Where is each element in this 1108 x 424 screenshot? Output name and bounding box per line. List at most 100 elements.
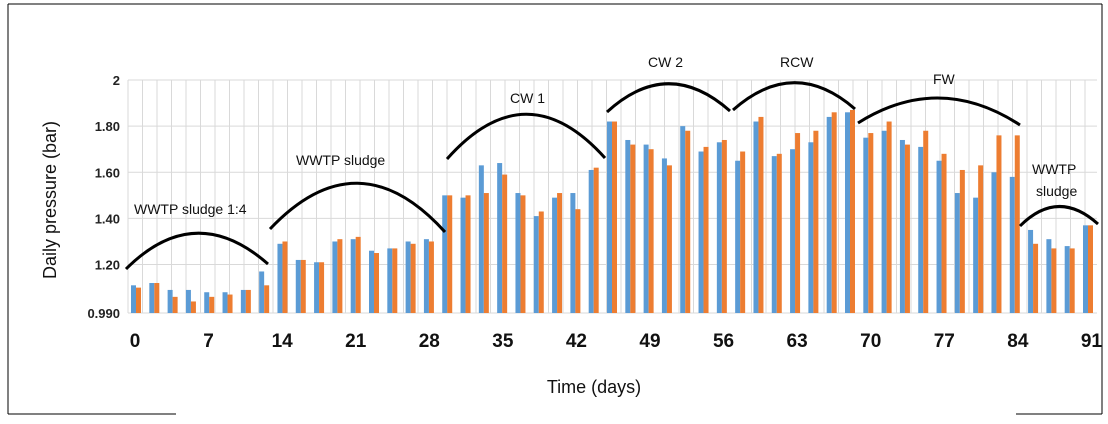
bar-series-2 <box>850 109 855 313</box>
x-axis-label: Time (days) <box>547 377 641 397</box>
x-axis-ticks: 0 7 14 21 28 35 42 49 56 63 70 77 84 91 <box>130 331 1103 352</box>
bar-series-1 <box>332 241 338 313</box>
bar-series-2 <box>721 139 727 313</box>
bar-series-2 <box>648 149 654 313</box>
bar-series-1 <box>973 197 979 313</box>
bar-series-2 <box>795 133 801 313</box>
bar-series-2 <box>465 195 471 313</box>
bar-series-2 <box>227 294 233 313</box>
phase-label-rcw: RCW <box>780 54 814 70</box>
bar-series-1 <box>552 197 558 313</box>
bar-series-1 <box>515 193 521 313</box>
bar-series-2 <box>1088 225 1093 313</box>
bar-series-1 <box>1064 246 1070 313</box>
y-tick-label: 2 <box>113 73 120 88</box>
bar-series-2 <box>264 285 270 313</box>
bar-series-1 <box>405 241 411 313</box>
bar-series-1 <box>863 137 869 313</box>
bar-series-2 <box>1014 135 1020 313</box>
x-tick-label: 28 <box>419 331 440 352</box>
bar-series-1 <box>588 169 594 313</box>
bar-series-2 <box>868 133 874 313</box>
arc-cw2 <box>605 82 731 114</box>
arc-fw <box>857 96 1021 127</box>
bar-series-1 <box>185 289 191 313</box>
bar-series-1 <box>680 126 686 313</box>
arc-wwtp-sludge-end <box>1018 205 1100 228</box>
bar-series-1 <box>625 139 631 313</box>
bar-series-2 <box>666 165 672 313</box>
bar-series-2 <box>575 209 581 313</box>
bar-series-2 <box>1033 243 1039 313</box>
bar-series-1 <box>222 292 228 313</box>
bar-series-2 <box>886 121 892 313</box>
bar-series-1 <box>845 112 850 313</box>
bars <box>131 109 1093 313</box>
bar-series-2 <box>685 130 691 313</box>
arc-wwtp-sludge <box>268 181 447 234</box>
bar-series-2 <box>154 283 160 313</box>
bar-series-2 <box>593 167 599 313</box>
bar-series-1 <box>204 292 210 313</box>
y-tick-label: 1.60 <box>95 165 120 180</box>
x-tick-label: 84 <box>1007 331 1029 352</box>
bar-series-2 <box>831 112 837 313</box>
phase-label-wwtp-sludge-1-4: WWTP sludge 1:4 <box>134 201 247 217</box>
x-tick-label: 14 <box>272 331 294 352</box>
phase-label-sludge-end: sludge <box>1036 183 1077 199</box>
x-tick-label: 35 <box>492 331 514 352</box>
bar-series-2 <box>1069 248 1075 313</box>
bar-series-1 <box>991 172 997 313</box>
bar-series-2 <box>209 296 215 313</box>
bar-series-1 <box>460 197 466 313</box>
bar-series-2 <box>1051 248 1057 313</box>
bar-series-1 <box>771 156 777 313</box>
bar-series-2 <box>776 153 782 313</box>
bar-series-2 <box>136 287 141 313</box>
phase-arcs <box>124 81 1100 271</box>
bar-series-1 <box>1046 239 1052 313</box>
x-tick-label: 42 <box>566 331 587 352</box>
bar-series-2 <box>740 151 746 313</box>
bar-series-2 <box>172 296 178 313</box>
bar-series-1 <box>753 121 759 313</box>
y-tick-label: 1.20 <box>95 258 120 273</box>
bar-series-2 <box>300 259 306 313</box>
bar-series-2 <box>190 301 196 313</box>
phase-label-cw1: CW 1 <box>510 90 545 106</box>
bar-series-1 <box>643 144 649 313</box>
phase-label-fw: FW <box>933 71 956 87</box>
bar-series-1 <box>259 271 265 313</box>
y-tick-label: 1.80 <box>95 119 120 134</box>
bar-series-2 <box>813 130 819 313</box>
bar-series-2 <box>996 135 1002 313</box>
bar-series-1 <box>661 158 667 313</box>
bar-series-2 <box>502 174 508 313</box>
bar-series-1 <box>497 163 503 313</box>
bar-series-2 <box>520 195 526 313</box>
bar-series-2 <box>758 116 764 313</box>
bar-series-1 <box>277 243 283 313</box>
x-tick-label: 21 <box>345 331 367 352</box>
bar-series-2 <box>538 211 544 313</box>
bar-series-2 <box>410 243 416 313</box>
x-tick-label: 91 <box>1081 331 1103 352</box>
x-tick-label: 7 <box>203 331 214 352</box>
bar-series-1 <box>350 239 356 313</box>
bar-series-1 <box>918 146 924 313</box>
bar-series-2 <box>392 248 398 313</box>
bar-series-2 <box>612 121 617 313</box>
bar-series-1 <box>954 193 960 313</box>
bar-series-1 <box>442 195 448 313</box>
bar-series-1 <box>607 121 612 313</box>
bar-series-1 <box>899 139 905 313</box>
bar-series-1 <box>295 259 301 313</box>
x-tick-label: 0 <box>130 331 141 352</box>
bar-series-2 <box>557 193 563 313</box>
bar-series-1 <box>1083 225 1088 313</box>
x-tick-label: 56 <box>713 331 734 352</box>
bar-series-1 <box>826 116 832 313</box>
bar-series-2 <box>923 130 929 313</box>
phase-label-cw2: CW 2 <box>648 54 683 70</box>
